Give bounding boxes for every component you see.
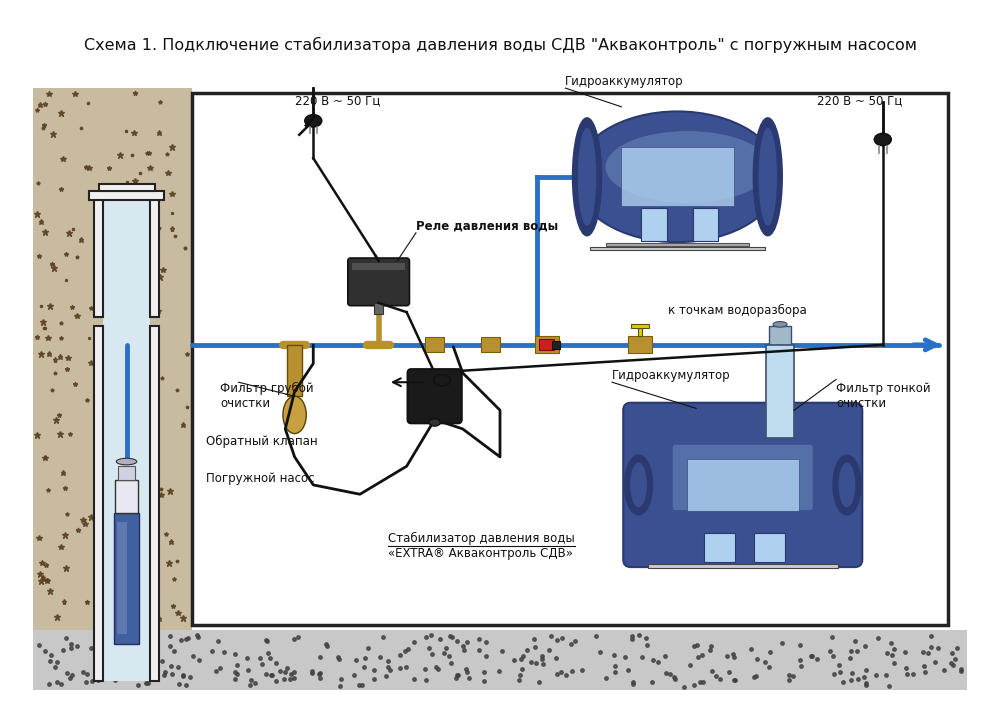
Ellipse shape bbox=[578, 128, 596, 226]
Text: Фильтр грубой
очистки: Фильтр грубой очистки bbox=[220, 382, 314, 411]
FancyBboxPatch shape bbox=[348, 258, 409, 306]
Ellipse shape bbox=[575, 111, 780, 242]
Bar bbox=[641, 208, 667, 241]
Bar bbox=[766, 345, 794, 438]
Bar bbox=[33, 630, 967, 690]
Bar bbox=[648, 564, 838, 568]
Text: 220 В ~ 50 Гц: 220 В ~ 50 Гц bbox=[295, 94, 380, 107]
Bar bbox=[118, 466, 135, 481]
Ellipse shape bbox=[434, 375, 451, 386]
Bar bbox=[99, 184, 155, 191]
Bar bbox=[115, 481, 138, 513]
Bar bbox=[687, 459, 799, 511]
FancyBboxPatch shape bbox=[623, 403, 862, 567]
Bar bbox=[628, 336, 652, 353]
Bar bbox=[621, 147, 734, 206]
Ellipse shape bbox=[305, 115, 322, 127]
Ellipse shape bbox=[429, 418, 440, 426]
Bar bbox=[89, 191, 164, 200]
Ellipse shape bbox=[773, 321, 787, 327]
Bar bbox=[150, 326, 159, 681]
Bar bbox=[769, 326, 791, 345]
Bar bbox=[103, 196, 150, 681]
Text: Обратный клапан: Обратный клапан bbox=[206, 435, 318, 448]
Text: Гидроаккумулятор: Гидроаккумулятор bbox=[565, 75, 684, 88]
Bar bbox=[552, 341, 560, 348]
Text: 220 В ~ 50 Гц: 220 В ~ 50 Гц bbox=[817, 94, 903, 107]
Bar bbox=[481, 338, 500, 352]
Ellipse shape bbox=[833, 455, 861, 515]
Text: к точкам водоразбора: к точкам водоразбора bbox=[668, 303, 807, 317]
Bar bbox=[287, 345, 302, 396]
FancyBboxPatch shape bbox=[408, 369, 462, 423]
Bar bbox=[94, 196, 103, 317]
Bar bbox=[114, 513, 139, 643]
Bar bbox=[638, 326, 642, 336]
Bar bbox=[535, 336, 559, 353]
Bar bbox=[754, 533, 785, 563]
Text: Схема 1. Подключение стабилизатора давления воды СДВ "Акваконтроль" с погружным : Схема 1. Подключение стабилизатора давле… bbox=[84, 36, 916, 53]
Bar bbox=[590, 247, 765, 250]
Text: Погружной насос: Погружной насос bbox=[206, 472, 314, 485]
Bar bbox=[117, 522, 127, 634]
Bar bbox=[374, 303, 383, 314]
Ellipse shape bbox=[759, 128, 777, 226]
Bar bbox=[94, 326, 103, 681]
Bar bbox=[693, 208, 718, 241]
Text: Гидроаккумулятор: Гидроаккумулятор bbox=[612, 369, 731, 382]
Ellipse shape bbox=[283, 396, 306, 433]
Bar bbox=[704, 533, 735, 563]
Text: Фильтр тонкой
очистки: Фильтр тонкой очистки bbox=[836, 382, 931, 411]
Text: Стабилизатор давления воды
«EXTRA® Акваконтроль СДВ»: Стабилизатор давления воды «EXTRA® Аквак… bbox=[388, 532, 575, 560]
Ellipse shape bbox=[116, 458, 137, 465]
Bar bbox=[425, 338, 444, 352]
Bar bbox=[352, 263, 405, 270]
Ellipse shape bbox=[606, 131, 770, 203]
FancyBboxPatch shape bbox=[673, 445, 813, 510]
Ellipse shape bbox=[839, 463, 855, 508]
Text: Реле давления воды: Реле давления воды bbox=[416, 220, 558, 233]
Ellipse shape bbox=[630, 463, 647, 508]
Ellipse shape bbox=[573, 118, 601, 236]
Bar bbox=[33, 88, 192, 630]
Ellipse shape bbox=[625, 455, 653, 515]
Bar bbox=[631, 324, 649, 328]
Ellipse shape bbox=[874, 134, 891, 146]
Bar bbox=[606, 243, 749, 246]
Bar bbox=[192, 93, 948, 625]
Bar bbox=[539, 339, 554, 351]
Ellipse shape bbox=[753, 118, 782, 236]
Bar bbox=[150, 196, 159, 317]
